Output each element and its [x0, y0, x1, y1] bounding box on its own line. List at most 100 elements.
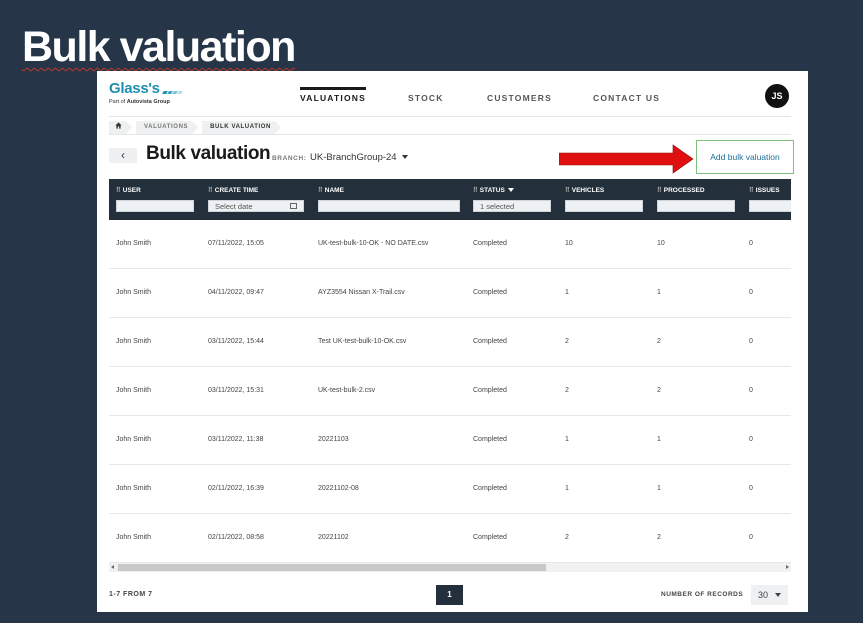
page-button-1[interactable]: 1 [436, 585, 463, 605]
cell-vehicles: 2 [565, 534, 569, 541]
cell-name: 20221102 [318, 534, 349, 541]
cell-create-time: 03/11/2022, 15:44 [208, 338, 264, 345]
user-avatar[interactable]: JS [765, 84, 789, 108]
table-row[interactable]: John Smith 07/11/2022, 15:05 UK-test-bulk-… [109, 220, 791, 269]
caret-down-icon [775, 593, 781, 597]
branch-selector[interactable]: UK-BranchGroup-24 [310, 152, 408, 163]
red-arrow-annotation [559, 144, 694, 174]
table-row[interactable]: John Smith 02/11/2022, 16:39 20221102-08 Co… [109, 465, 791, 514]
table-row[interactable]: John Smith 03/11/2022, 15:31 UK-test-bulk-… [109, 367, 791, 416]
table-body: John Smith 07/11/2022, 15:05 UK-test-bulk-… [109, 220, 791, 563]
records-per-page-select[interactable]: 30 [751, 585, 788, 605]
drag-handle-icon: ⠿ [657, 187, 662, 194]
processed-filter-input[interactable] [657, 200, 735, 212]
cell-issues: 0 [749, 436, 753, 443]
scrollbar-thumb[interactable] [118, 564, 546, 571]
cell-user: John Smith [116, 534, 152, 541]
cell-issues: 0 [749, 240, 753, 247]
user-filter-input[interactable] [116, 200, 194, 212]
cell-processed: 2 [657, 338, 661, 345]
vehicles-filter-input[interactable] [565, 200, 643, 212]
drag-handle-icon: ⠿ [318, 187, 323, 194]
scroll-left-icon[interactable] [111, 565, 114, 569]
drag-handle-icon: ⠿ [208, 187, 213, 194]
cell-issues: 0 [749, 289, 753, 296]
cell-create-time: 03/11/2022, 11:38 [208, 436, 264, 443]
cell-processed: 2 [657, 387, 661, 394]
cell-name: UK-test-bulk-10-OK - NO DATE.csv [318, 240, 429, 247]
app-window: Glass's Part of Autovista Group VALUATIO… [97, 71, 808, 612]
breadcrumb-home[interactable] [109, 121, 132, 134]
nav-valuations[interactable]: VALUATIONS [300, 87, 366, 103]
table-row[interactable]: John Smith 03/11/2022, 15:44 Test UK-test-… [109, 318, 791, 367]
cell-issues: 0 [749, 485, 753, 492]
cell-user: John Smith [116, 240, 152, 247]
cell-status: Completed [473, 436, 507, 443]
cell-user: John Smith [116, 436, 152, 443]
breadcrumb-valuations[interactable]: VALUATIONS [136, 121, 198, 134]
cell-issues: 0 [749, 387, 753, 394]
cell-create-time: 03/11/2022, 15:31 [208, 387, 264, 394]
cell-user: John Smith [116, 485, 152, 492]
column-header-processed[interactable]: ⠿ PROCESSED [657, 187, 705, 194]
cell-status: Completed [473, 485, 507, 492]
issues-filter-input[interactable] [749, 200, 791, 212]
cell-issues: 0 [749, 338, 753, 345]
chevron-left-icon: ‹ [121, 148, 125, 162]
table-row[interactable]: John Smith 04/11/2022, 09:47 AYZ3554 Nissa… [109, 269, 791, 318]
column-header-name[interactable]: ⠿ NAME [318, 187, 344, 194]
drag-handle-icon: ⠿ [116, 187, 121, 194]
cell-name: AYZ3554 Nissan X-Trail.csv [318, 289, 405, 296]
glass-logo[interactable]: Glass's Part of Autovista Group [109, 80, 183, 105]
back-button[interactable]: ‹ [109, 148, 137, 163]
cell-status: Completed [473, 534, 507, 541]
nav-stock[interactable]: STOCK [408, 93, 444, 103]
column-header-create-time[interactable]: ⠿ CREATE TIME [208, 187, 259, 194]
cell-processed: 10 [657, 240, 665, 247]
column-header-vehicles[interactable]: ⠿ VEHICLES [565, 187, 605, 194]
add-bulk-valuation-button[interactable]: Add bulk valuation [696, 140, 794, 174]
breadcrumb-bulk-valuation: BULK VALUATION [202, 121, 281, 134]
create-time-filter[interactable]: Select date [208, 200, 304, 212]
drag-handle-icon: ⠿ [565, 187, 570, 194]
column-header-status[interactable]: ⠿ STATUS [473, 186, 514, 194]
records-per-page-label: NUMBER OF RECORDS [661, 591, 744, 598]
cell-user: John Smith [116, 289, 152, 296]
scroll-right-icon[interactable] [786, 565, 789, 569]
calendar-icon [290, 203, 297, 209]
drag-handle-icon: ⠿ [473, 187, 478, 194]
filter-icon[interactable] [507, 188, 514, 193]
status-filter[interactable]: 1 selected [473, 200, 551, 212]
cell-processed: 2 [657, 534, 661, 541]
cell-vehicles: 2 [565, 338, 569, 345]
main-nav: VALUATIONS STOCK CUSTOMERS CONTACT US [97, 85, 808, 115]
cell-processed: 1 [657, 289, 661, 296]
name-filter-input[interactable] [318, 200, 460, 212]
records-range: 1-7 FROM 7 [109, 591, 153, 598]
cell-processed: 1 [657, 485, 661, 492]
cell-processed: 1 [657, 436, 661, 443]
breadcrumb: VALUATIONS BULK VALUATION [109, 121, 285, 134]
column-header-issues[interactable]: ⠿ ISSUES [749, 187, 780, 194]
cell-status: Completed [473, 338, 507, 345]
home-icon [115, 122, 122, 129]
cell-vehicles: 2 [565, 387, 569, 394]
table-row[interactable]: John Smith 02/11/2022, 08:58 20221102 Compl… [109, 514, 791, 563]
branch-label: BRANCH: [272, 155, 307, 162]
drag-handle-icon: ⠿ [749, 187, 754, 194]
cell-vehicles: 1 [565, 289, 569, 296]
cell-vehicles: 1 [565, 485, 569, 492]
caret-down-icon [401, 155, 408, 160]
column-header-user[interactable]: ⠿ USER [116, 187, 141, 194]
cell-vehicles: 1 [565, 436, 569, 443]
cell-name: 20221102-08 [318, 485, 359, 492]
cell-name: UK-test-bulk-2.csv [318, 387, 376, 394]
horizontal-scrollbar[interactable] [109, 563, 791, 572]
nav-customers[interactable]: CUSTOMERS [487, 93, 552, 103]
cell-vehicles: 10 [565, 240, 573, 247]
logo-tagline: Part of Autovista Group [109, 98, 170, 105]
table-row[interactable]: John Smith 03/11/2022, 11:38 20221103 Compl… [109, 416, 791, 465]
nav-contact-us[interactable]: CONTACT US [593, 93, 661, 103]
cell-name: 20221103 [318, 436, 349, 443]
breadcrumb-divider [109, 134, 791, 135]
